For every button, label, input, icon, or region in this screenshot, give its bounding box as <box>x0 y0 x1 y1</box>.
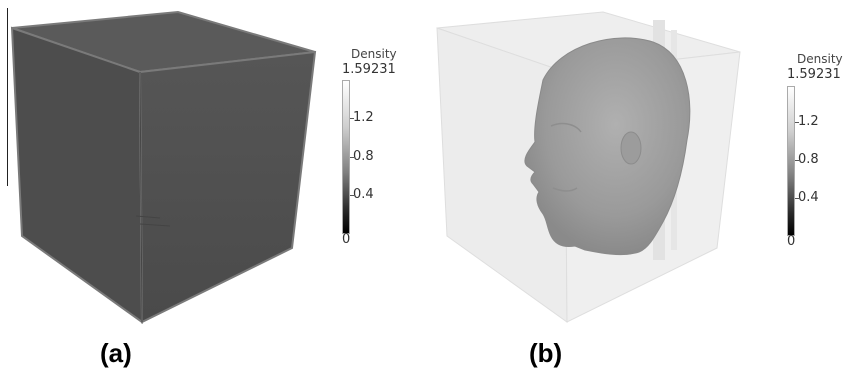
legend-tick-label: 0 <box>342 232 351 247</box>
density-volume-render-head <box>436 11 741 323</box>
divider-line <box>7 8 8 186</box>
density-colorbar <box>787 86 795 236</box>
legend-tick-label: 1.2 <box>353 110 374 125</box>
legend-tick-label: 0.8 <box>353 149 374 164</box>
legend-tick-label: 0.8 <box>798 152 819 167</box>
density-colorbar <box>342 80 350 234</box>
density-volume-render-cube <box>10 10 317 324</box>
panel-a: Density 1.59231 1.2 0.8 0.4 0 (a) <box>7 8 397 368</box>
panel-label: (b) <box>529 338 563 368</box>
legend-tick-label: 0.4 <box>798 190 819 205</box>
legend-max-value: 1.59231 <box>342 62 396 77</box>
legend-title: Density <box>797 52 843 66</box>
legend-tick-label: 0.4 <box>353 187 374 202</box>
legend-tick-label: 0 <box>787 234 796 249</box>
legend-max-value: 1.59231 <box>787 67 841 82</box>
panel-b: Density 1.59231 1.2 0.8 0.4 0 (b) <box>425 0 850 379</box>
legend-title: Density <box>351 47 397 61</box>
legend-tick-label: 1.2 <box>798 114 819 129</box>
panel-label: (a) <box>100 338 132 368</box>
